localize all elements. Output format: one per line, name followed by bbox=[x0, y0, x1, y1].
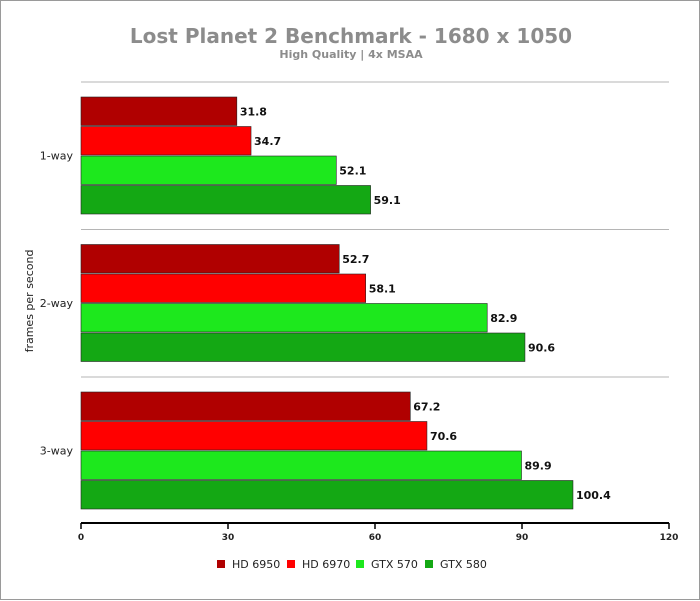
bar bbox=[80, 126, 252, 156]
x-axis: 0 30 60 90 120 bbox=[78, 522, 679, 543]
legend-label: GTX 570 bbox=[371, 558, 418, 571]
category-label: 3-way bbox=[40, 445, 74, 458]
chart-title: Lost Planet 2 Benchmark - 1680 x 1050 bbox=[130, 24, 572, 48]
y-axis-label: frames per second bbox=[23, 250, 36, 353]
legend-swatch bbox=[356, 560, 364, 568]
x-tick-label: 30 bbox=[222, 533, 235, 543]
bar bbox=[80, 96, 238, 126]
legend-label: HD 6970 bbox=[302, 558, 350, 571]
category-label: 1-way bbox=[40, 150, 74, 163]
bar-value-label: 52.1 bbox=[339, 164, 366, 177]
x-tick-label: 90 bbox=[516, 533, 529, 543]
bar bbox=[80, 391, 411, 421]
bar bbox=[80, 155, 337, 185]
bar bbox=[80, 480, 574, 510]
legend: HD 6950 HD 6970 GTX 570 GTX 580 bbox=[217, 558, 487, 571]
bar bbox=[80, 244, 340, 274]
legend-swatch bbox=[217, 560, 225, 568]
bar bbox=[80, 303, 488, 333]
legend-swatch bbox=[287, 560, 295, 568]
chart-subtitle: High Quality | 4x MSAA bbox=[279, 48, 423, 61]
bar-value-label: 100.4 bbox=[576, 489, 611, 502]
bars-group: 31.8 34.7 52.1 59.1 52.7 58.1 82.9 90.6 67.2 70.6… bbox=[80, 96, 611, 510]
bar-value-label: 82.9 bbox=[490, 312, 517, 325]
bar-value-label: 70.6 bbox=[430, 430, 457, 443]
x-tick-label: 60 bbox=[369, 533, 382, 543]
bar-value-label: 31.8 bbox=[240, 105, 267, 118]
category-label: 2-way bbox=[40, 297, 74, 310]
legend-label: HD 6950 bbox=[232, 558, 280, 571]
category-labels: 1-way 2-way 3-way bbox=[40, 150, 74, 458]
bar bbox=[80, 273, 366, 303]
legend-label: GTX 580 bbox=[440, 558, 487, 571]
bar-value-label: 89.9 bbox=[525, 459, 552, 472]
bar-value-label: 52.7 bbox=[342, 253, 369, 266]
bar-value-label: 34.7 bbox=[254, 135, 281, 148]
bar-value-label: 90.6 bbox=[528, 341, 555, 354]
bar-value-label: 59.1 bbox=[374, 194, 401, 207]
bar bbox=[80, 421, 428, 451]
group-separators bbox=[81, 81, 669, 378]
bar bbox=[80, 332, 526, 362]
bar-value-label: 58.1 bbox=[369, 282, 396, 295]
x-tick-label: 0 bbox=[78, 533, 84, 543]
bar bbox=[80, 185, 371, 215]
x-tick-label: 120 bbox=[660, 533, 679, 543]
bar-value-label: 67.2 bbox=[413, 400, 440, 413]
legend-swatch bbox=[425, 560, 433, 568]
bar bbox=[80, 450, 522, 480]
